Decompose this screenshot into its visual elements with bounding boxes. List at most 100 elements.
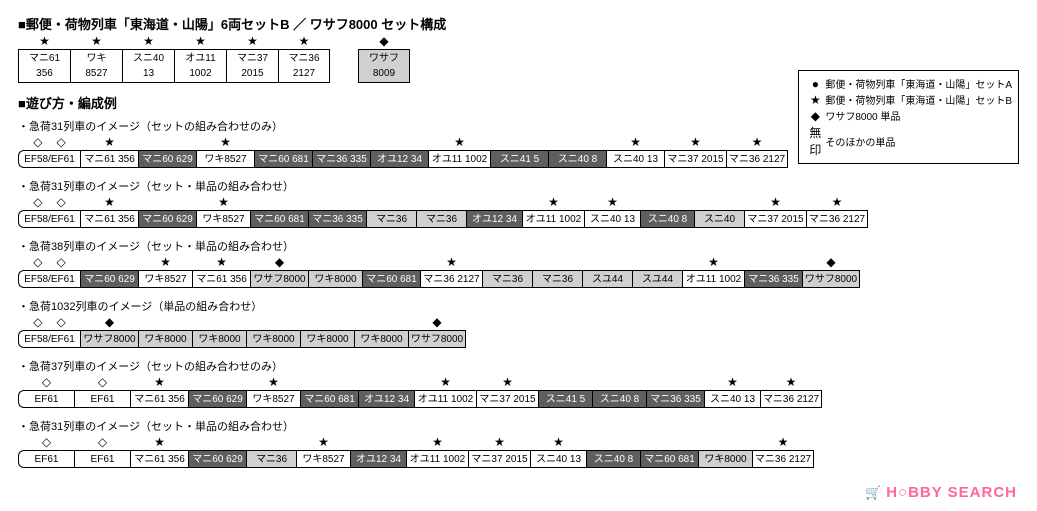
- formation-label: ・急荷37列車のイメージ（セットの組み合わせのみ）: [18, 358, 1019, 374]
- mark-icon: ●: [388, 256, 395, 268]
- mark-icon: ●: [574, 136, 581, 148]
- car-cell: スユ44: [632, 270, 682, 288]
- legend-row: ●郵便・荷物列車「東海道・山陽」セットA: [805, 76, 1012, 91]
- mark-icon: ★: [832, 196, 843, 208]
- car-cell: ワキ8000: [138, 330, 192, 348]
- car-cell: ★マニ36 2127: [760, 390, 822, 408]
- mark-icon: ●: [770, 256, 777, 268]
- car-cell: ●オユ12 34: [350, 450, 406, 468]
- car-cell: ★ワキ8527: [138, 270, 192, 288]
- mark-icon: ★: [220, 136, 231, 148]
- top-car: ★マニ61356: [18, 49, 70, 83]
- car-cell: スニ40: [694, 210, 744, 228]
- legend-text: 郵便・荷物列車「東海道・山陽」セットB: [825, 92, 1012, 107]
- mark-icon: ★: [786, 376, 797, 388]
- watermark: 🛒H○BBY SEARCH: [865, 484, 1017, 501]
- mark-icon: ★: [446, 256, 457, 268]
- mark-icon: ★: [143, 35, 154, 47]
- mark-icon: ◆: [275, 256, 284, 268]
- car-cell: ★オユ11 1002: [406, 450, 468, 468]
- mark-icon: ●: [516, 136, 523, 148]
- mark-icon: ◆: [826, 256, 835, 268]
- car-cell: ★マニ61 356: [130, 390, 188, 408]
- top-car: ★ワキ8527: [70, 49, 122, 83]
- mark-icon: ●: [338, 136, 345, 148]
- formation-label: ・急荷1032列車のイメージ（単品の組み合わせ）: [18, 298, 1019, 314]
- mark-icon: ◇: [98, 436, 107, 448]
- car-cell: ワキ8000: [698, 450, 752, 468]
- car-cell: ●マニ36 335: [312, 150, 370, 168]
- top-car-extra: ◆ワサフ8009: [358, 49, 410, 83]
- mark-icon: ◆: [379, 35, 388, 47]
- car-cell: ●スニ40 8: [640, 210, 694, 228]
- mark-icon: ●: [666, 436, 673, 448]
- car-cell: ★ワキ8527: [246, 390, 300, 408]
- mark-icon: ◇◇: [33, 136, 65, 148]
- car-cell: ●スニ40 8: [586, 450, 640, 468]
- legend-text: ワサフ8000 単品: [825, 108, 900, 123]
- mark-icon: ●: [562, 376, 569, 388]
- car-cell: ★オユ11 1002: [522, 210, 584, 228]
- car-cell: ●マニ36 335: [646, 390, 704, 408]
- car-cell: ●マニ60 629: [80, 270, 138, 288]
- formation-label: ・急荷31列車のイメージ（セット・単品の組み合わせ）: [18, 418, 1019, 434]
- mark-icon: ★: [548, 196, 559, 208]
- formation-row: ◇EF61◇EF61★マニ61 356●マニ60 629マニ36★ワキ8527●…: [18, 450, 1019, 468]
- car-cell: ●スニ41 5: [490, 150, 548, 168]
- legend-symbol: ★: [805, 93, 825, 107]
- car-cell: ●オユ12 34: [466, 210, 522, 228]
- car-cell: ◆ワサフ8000: [80, 330, 138, 348]
- mark-icon: ★: [247, 35, 258, 47]
- mark-icon: ◇◇: [33, 256, 65, 268]
- mark-icon: ★: [502, 376, 513, 388]
- mark-icon: ★: [104, 196, 115, 208]
- car-cell: ●マニ60 629: [188, 450, 246, 468]
- car-cell: ★オユ11 1002: [682, 270, 744, 288]
- car-cell: ◇◇EF58/EF61: [18, 330, 80, 348]
- car-cell: ◆ワサフ8000: [802, 270, 860, 288]
- mark-icon: ★: [154, 376, 165, 388]
- car-cell: ★マニ61 356: [130, 450, 188, 468]
- car-cell: ●マニ36 335: [308, 210, 366, 228]
- car-cell: ●スニ41 5: [538, 390, 592, 408]
- formation-row: ◇◇EF58/EF61◆ワサフ8000ワキ8000ワキ8000ワキ8000ワキ8…: [18, 330, 1019, 348]
- mark-icon: ◆: [432, 316, 441, 328]
- mark-icon: ●: [375, 436, 382, 448]
- mark-icon: ★: [154, 436, 165, 448]
- car-cell: ★ワキ8527: [296, 450, 350, 468]
- car-cell: ★オユ11 1002: [428, 150, 490, 168]
- car-cell: マニ36: [532, 270, 582, 288]
- car-cell: ★マニ61 356: [192, 270, 250, 288]
- title-1: ■郵便・荷物列車「東海道・山陽」6両セットB ／ ワサフ8000 セット構成: [18, 14, 1019, 33]
- mark-icon: ◇◇: [33, 196, 65, 208]
- mark-icon: ★: [218, 196, 229, 208]
- car-cell: ワキ8000: [192, 330, 246, 348]
- car-cell: ★スニ40 13: [530, 450, 586, 468]
- mark-icon: ★: [607, 196, 618, 208]
- car-cell: ◇◇EF58/EF61: [18, 150, 80, 168]
- car-cell: ワキ8000: [308, 270, 362, 288]
- car-cell: ●マニ60 681: [250, 210, 308, 228]
- formation-row: ◇◇EF58/EF61●マニ60 629★ワキ8527★マニ61 356◆ワサフ…: [18, 270, 1019, 288]
- car-cell: ★マニ37 2015: [664, 150, 726, 168]
- mark-icon: ★: [630, 136, 641, 148]
- car-cell: ●スニ40 8: [592, 390, 646, 408]
- car-cell: ●マニ36 335: [744, 270, 802, 288]
- mark-icon: ●: [164, 196, 171, 208]
- legend-text: 郵便・荷物列車「東海道・山陽」セットA: [825, 76, 1012, 91]
- legend-row: ◆ワサフ8000 単品: [805, 108, 1012, 123]
- top-car: ★マニ362127: [278, 49, 330, 83]
- mark-icon: ★: [752, 136, 763, 148]
- car-cell: ●マニ60 681: [254, 150, 312, 168]
- car-cell: マニ36: [366, 210, 416, 228]
- car-cell: ★マニ36 2127: [726, 150, 788, 168]
- mark-icon: ★: [494, 436, 505, 448]
- car-cell: ◆ワサフ8000: [408, 330, 466, 348]
- mark-icon: ★: [268, 376, 279, 388]
- mark-icon: ●: [491, 196, 498, 208]
- top-car: ★スニ4013: [122, 49, 174, 83]
- car-cell: ●マニ60 629: [138, 210, 196, 228]
- car-cell: ★マニ37 2015: [468, 450, 530, 468]
- legend-row: 無印そのほかの単品: [805, 124, 1012, 158]
- mark-icon: ●: [383, 376, 390, 388]
